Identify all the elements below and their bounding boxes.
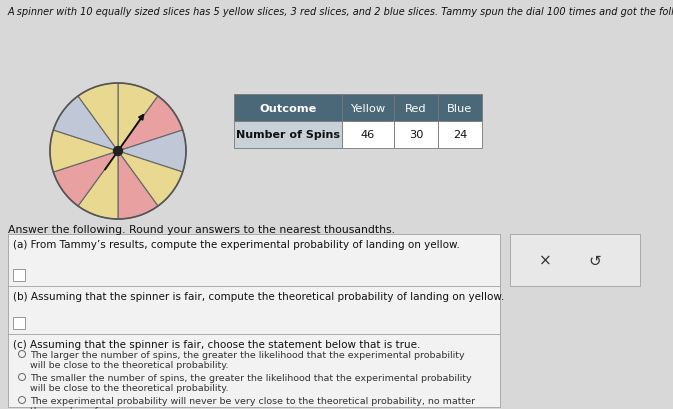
Wedge shape	[78, 84, 118, 152]
Text: The larger the number of spins, the greater the likelihood that the experimental: The larger the number of spins, the grea…	[30, 350, 464, 359]
FancyBboxPatch shape	[13, 270, 25, 281]
Text: Red: Red	[405, 103, 427, 113]
Wedge shape	[78, 152, 118, 220]
FancyBboxPatch shape	[510, 234, 640, 286]
Text: A spinner with 10 equally sized slices has 5 yellow slices, 3 red slices, and 2 : A spinner with 10 equally sized slices h…	[8, 7, 673, 17]
Wedge shape	[53, 152, 118, 207]
FancyBboxPatch shape	[342, 95, 394, 122]
Text: The smaller the number of spins, the greater the likelihood that the experimenta: The smaller the number of spins, the gre…	[30, 373, 472, 382]
Text: (a) From Tammy’s results, compute the experimental probability of landing on yel: (a) From Tammy’s results, compute the ex…	[13, 239, 460, 249]
Text: ×: ×	[538, 253, 551, 268]
FancyBboxPatch shape	[13, 317, 25, 329]
Wedge shape	[53, 97, 118, 152]
FancyBboxPatch shape	[342, 122, 394, 148]
Text: will be close to the theoretical probability.: will be close to the theoretical probabi…	[30, 360, 229, 369]
Wedge shape	[118, 130, 186, 173]
Text: (c) Assuming that the spinner is fair, choose the statement below that is true.: (c) Assuming that the spinner is fair, c…	[13, 339, 421, 349]
Wedge shape	[50, 130, 118, 173]
Text: (b) Assuming that the spinner is fair, compute the theoretical probability of la: (b) Assuming that the spinner is fair, c…	[13, 291, 504, 301]
Circle shape	[114, 147, 122, 156]
Text: Blue: Blue	[448, 103, 472, 113]
Wedge shape	[118, 84, 158, 152]
Text: The experimental probability will never be very close to the theoretical probabi: The experimental probability will never …	[30, 396, 475, 405]
FancyBboxPatch shape	[234, 122, 342, 148]
Text: will be close to the theoretical probability.: will be close to the theoretical probabi…	[30, 383, 229, 392]
FancyBboxPatch shape	[438, 122, 482, 148]
Text: 30: 30	[409, 130, 423, 140]
Text: 46: 46	[361, 130, 375, 140]
Wedge shape	[118, 97, 182, 152]
FancyBboxPatch shape	[438, 95, 482, 122]
FancyBboxPatch shape	[394, 122, 438, 148]
Wedge shape	[118, 152, 158, 220]
Text: Answer the following. Round your answers to the nearest thousandths.: Answer the following. Round your answers…	[8, 225, 395, 234]
Text: 24: 24	[453, 130, 467, 140]
Text: Outcome: Outcome	[259, 103, 317, 113]
Text: Yellow: Yellow	[351, 103, 386, 113]
FancyBboxPatch shape	[8, 234, 500, 407]
Text: ↺: ↺	[589, 253, 602, 268]
Text: Number of Spins: Number of Spins	[236, 130, 340, 140]
Wedge shape	[118, 152, 182, 207]
FancyBboxPatch shape	[394, 95, 438, 122]
Text: the number of spins.: the number of spins.	[30, 406, 129, 409]
FancyBboxPatch shape	[234, 95, 342, 122]
